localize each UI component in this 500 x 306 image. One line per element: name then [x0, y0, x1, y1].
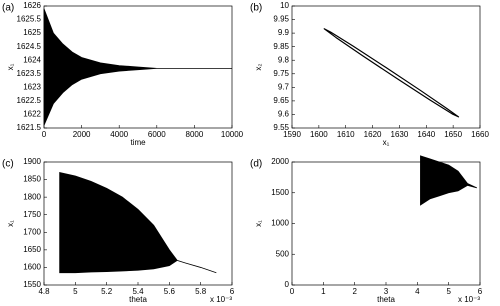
x-tick-label: 5 [446, 287, 451, 296]
y-tick-label: 9.9 [278, 28, 290, 37]
oscillation-band [420, 155, 478, 206]
x-multiplier: x 10⁻³ [210, 295, 232, 304]
x-tick-label: 1620 [364, 130, 382, 139]
x-tick-label: 1 [321, 287, 326, 296]
x-tick-label: 1630 [391, 130, 409, 139]
x-multiplier: x 10⁻³ [458, 295, 480, 304]
x-axis-label: theta [377, 295, 395, 304]
x-tick-label: 4000 [110, 130, 128, 139]
x-tick-label: 4 [415, 287, 420, 296]
y-tick-label: 10 [280, 1, 289, 10]
y-tick-label: 9.55 [273, 123, 289, 132]
panel-label: (d) [250, 159, 262, 170]
y-tick-label: 1621.5 [17, 123, 42, 132]
y-axis-label: x₂ [254, 63, 263, 70]
y-axis-label: x₁ [6, 63, 15, 70]
y-tick-label: 1624.5 [17, 42, 42, 51]
y-tick-label: 0 [285, 280, 290, 289]
x-tick-label: 0 [290, 287, 295, 296]
x-tick-label: 2 [352, 287, 357, 296]
x-tick-label: 6 [478, 287, 483, 296]
y-tick-label: 1600 [23, 263, 41, 272]
y-tick-label: 1800 [23, 192, 41, 201]
x-tick-label: 2000 [73, 130, 91, 139]
oscillation-band [43, 8, 232, 126]
x-tick-label: 1610 [337, 130, 355, 139]
y-tick-label: 500 [276, 249, 290, 258]
y-tick-label: 9.75 [273, 69, 289, 78]
x-tick-label: 1640 [417, 130, 435, 139]
y-tick-label: 1000 [271, 219, 289, 228]
y-tick-label: 1626 [23, 1, 41, 10]
y-tick-label: 1900 [23, 157, 41, 166]
y-tick-label: 1622.5 [17, 96, 42, 105]
x-tick-label: 10000 [221, 130, 244, 139]
x-tick-label: 5.2 [101, 287, 113, 296]
y-tick-label: 1623.5 [17, 69, 42, 78]
y-tick-label: 2000 [271, 157, 289, 166]
axes-frame [43, 161, 233, 286]
axes-frame [291, 161, 481, 286]
y-axis-label: x₁ [254, 220, 263, 227]
y-tick-label: 1500 [271, 188, 289, 197]
y-tick-label: 1623 [23, 82, 41, 91]
y-tick-label: 1624 [23, 55, 41, 64]
x-tick-label: 1660 [471, 130, 489, 139]
x-axis-label: time [130, 138, 146, 147]
x-axis-label: x₁ [383, 138, 390, 147]
panel-label: (b) [250, 3, 262, 14]
x-tick-label: 8000 [186, 130, 204, 139]
y-tick-label: 9.8 [278, 55, 290, 64]
y-tick-label: 9.6 [278, 110, 290, 119]
x-tick-label: 1600 [310, 130, 328, 139]
x-tick-label: 6000 [148, 130, 166, 139]
x-tick-label: 5.4 [132, 287, 144, 296]
x-tick-label: 5 [73, 287, 78, 296]
x-tick-label: 0 [42, 130, 47, 139]
x-tick-label: 4.8 [38, 287, 50, 296]
x-tick-label: 6 [230, 287, 235, 296]
panel-label: (a) [2, 3, 14, 14]
trajectory [323, 28, 460, 118]
y-tick-label: 1622 [23, 110, 41, 119]
y-tick-label: 9.7 [278, 82, 290, 91]
y-tick-label: 1550 [23, 280, 41, 289]
y-tick-label: 1750 [23, 210, 41, 219]
y-tick-label: 9.95 [273, 15, 289, 24]
y-tick-label: 9.85 [273, 42, 289, 51]
x-tick-label: 1590 [283, 130, 301, 139]
y-axis-label: x₁ [6, 220, 15, 227]
x-axis-label: theta [129, 295, 147, 304]
x-tick-label: 5.8 [195, 287, 207, 296]
y-tick-label: 1700 [23, 227, 41, 236]
axes-frame [43, 5, 233, 129]
y-tick-label: 1625.5 [17, 15, 42, 24]
x-tick-label: 3 [384, 287, 389, 296]
y-tick-label: 9.65 [273, 96, 289, 105]
axes-frame [291, 5, 481, 129]
oscillation-band [59, 172, 217, 274]
panel-label: (c) [2, 159, 14, 170]
x-tick-label: 5.6 [164, 287, 176, 296]
x-tick-label: 1650 [444, 130, 462, 139]
y-tick-label: 1625 [23, 28, 41, 37]
y-tick-label: 1650 [23, 245, 41, 254]
y-tick-label: 1850 [23, 175, 41, 184]
